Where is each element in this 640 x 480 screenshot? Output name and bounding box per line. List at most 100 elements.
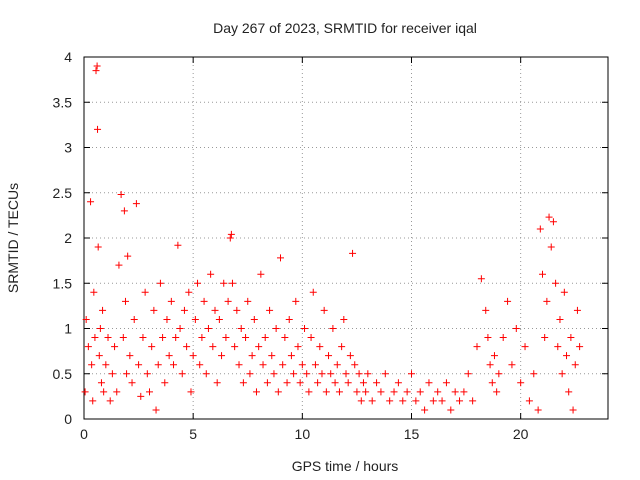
data-point (88, 361, 96, 369)
data-point (357, 397, 365, 405)
data-point (207, 270, 215, 278)
data-point (554, 343, 562, 351)
y-tick-label: 0.5 (53, 366, 73, 382)
data-point (346, 352, 354, 360)
data-point (390, 388, 398, 396)
data-point (211, 306, 219, 314)
data-point (94, 243, 102, 251)
data-point (159, 334, 167, 342)
y-axis-label: SRMTID / TECUs (5, 183, 21, 293)
data-point (252, 388, 260, 396)
data-point (296, 379, 304, 387)
data-point (143, 370, 151, 378)
data-point (81, 388, 89, 396)
data-point (338, 343, 346, 351)
data-point (167, 297, 175, 305)
data-point (246, 370, 254, 378)
data-point (228, 279, 236, 287)
data-point (499, 334, 507, 342)
data-point (530, 370, 538, 378)
data-point (362, 388, 370, 396)
data-point (482, 306, 490, 314)
data-point (504, 297, 512, 305)
data-point (139, 334, 147, 342)
data-point (545, 213, 553, 221)
data-point (239, 379, 247, 387)
data-point (172, 334, 180, 342)
data-point (268, 352, 276, 360)
data-point (416, 388, 424, 396)
data-point (204, 325, 212, 332)
data-point (108, 370, 116, 378)
x-tick-label: 20 (513, 426, 529, 442)
y-tick-label: 3.5 (53, 94, 73, 110)
y-tick-label: 3 (64, 140, 72, 156)
data-point (100, 388, 108, 396)
data-point (399, 397, 407, 405)
data-point (92, 67, 100, 75)
data-point (377, 388, 385, 396)
data-point (93, 62, 101, 70)
data-point (303, 370, 311, 378)
data-point (126, 352, 134, 360)
data-point (425, 379, 433, 387)
data-point (141, 288, 149, 296)
data-point (90, 288, 98, 296)
data-point (552, 279, 560, 287)
data-point (128, 379, 136, 387)
data-point (305, 388, 313, 396)
data-point (316, 343, 324, 351)
data-point (237, 325, 245, 332)
data-point (539, 270, 546, 278)
data-point (174, 241, 182, 249)
data-point (146, 388, 153, 396)
data-point (327, 370, 335, 378)
data-point (231, 343, 239, 351)
data-point (412, 397, 420, 405)
x-tick-label: 15 (404, 426, 420, 442)
data-point (394, 379, 402, 387)
data-point (227, 230, 235, 238)
data-point (287, 352, 295, 360)
data-point (488, 379, 496, 387)
data-point (148, 343, 156, 351)
data-point (403, 388, 411, 396)
data-point (124, 252, 132, 260)
data-point (111, 343, 119, 351)
data-point (477, 275, 485, 283)
chart-title: Day 267 of 2023, SRMTID for receiver iqa… (213, 20, 477, 36)
data-point (263, 379, 271, 387)
data-point (322, 388, 330, 396)
data-point (163, 315, 171, 323)
data-point (386, 397, 394, 405)
data-point (573, 306, 581, 314)
data-point (364, 370, 372, 378)
data-point (342, 370, 350, 378)
data-point (456, 397, 464, 405)
data-point (244, 297, 252, 305)
data-point (442, 379, 450, 387)
data-point (318, 370, 326, 378)
data-point (180, 306, 188, 314)
y-tick-label: 1.5 (53, 275, 73, 291)
data-point (490, 352, 498, 360)
data-point (213, 379, 221, 387)
data-point (255, 343, 263, 351)
data-point (547, 243, 555, 251)
data-point (438, 397, 446, 405)
data-point (298, 361, 306, 369)
x-tick-label: 0 (80, 426, 88, 442)
data-point (508, 361, 516, 369)
data-point (183, 343, 191, 351)
data-point (493, 388, 501, 396)
data-point (301, 325, 309, 332)
data-point (309, 288, 317, 296)
data-point (447, 406, 455, 414)
data-point (196, 361, 204, 369)
data-point (351, 361, 359, 369)
data-point (429, 397, 437, 405)
data-point (248, 352, 256, 360)
data-point (536, 225, 544, 233)
plot-frame (83, 56, 609, 420)
